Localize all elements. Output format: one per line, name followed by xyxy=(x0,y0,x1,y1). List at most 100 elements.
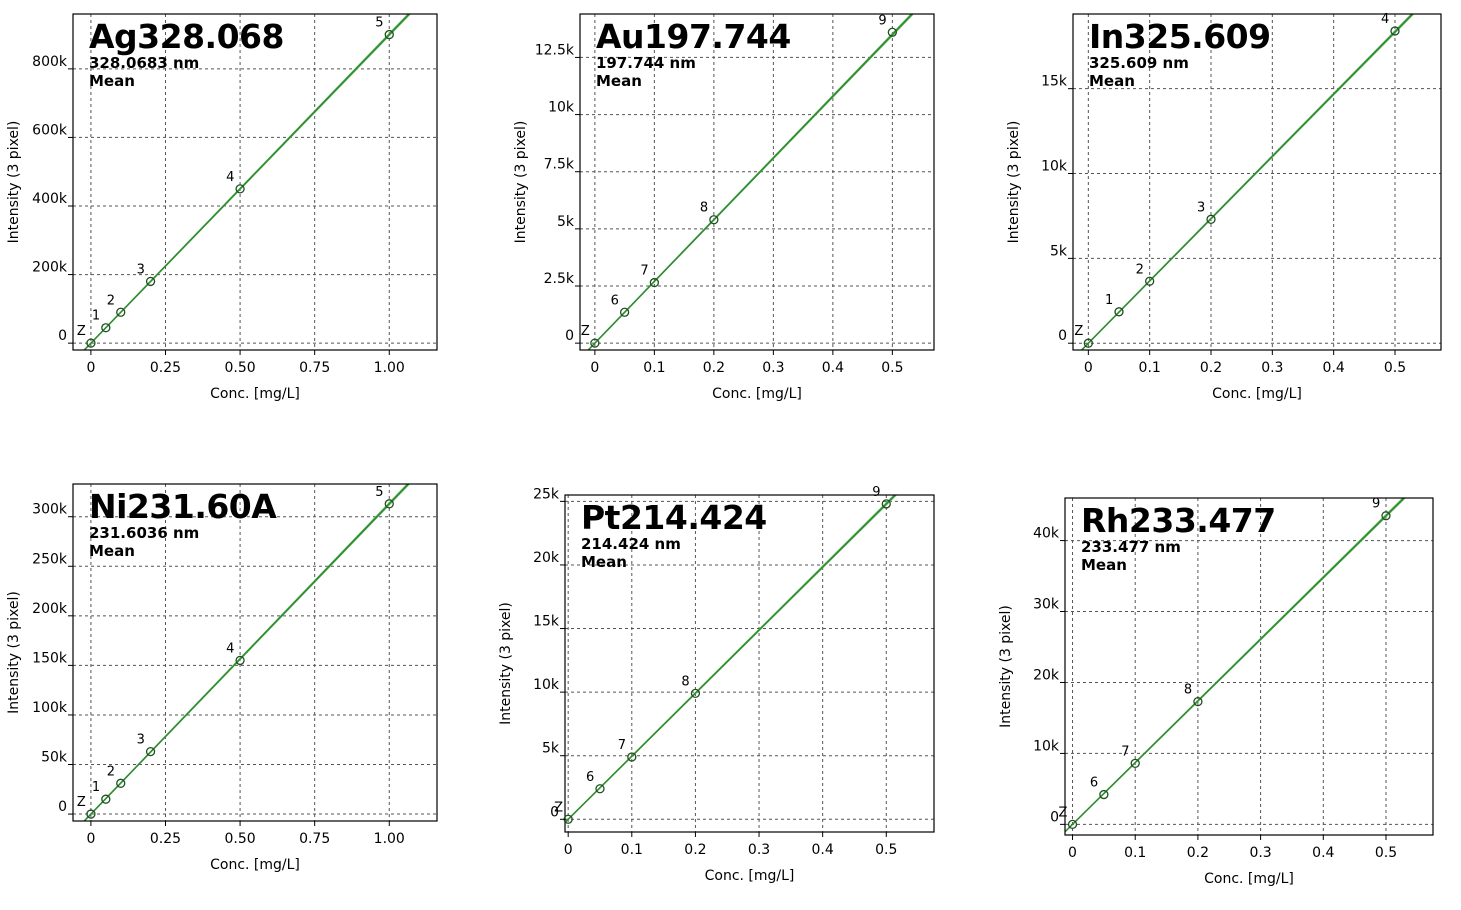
data-point xyxy=(235,655,245,666)
y-tick-label: 200k xyxy=(32,260,68,276)
x-tick-label: 0 xyxy=(564,842,573,858)
y-tick-label: 0 xyxy=(58,799,67,815)
fit-lines xyxy=(587,14,915,350)
y-tick-label: 10k xyxy=(548,100,575,116)
data-point xyxy=(86,809,96,819)
x-tick-labels: 0 0.1 0.2 0.3 0.4 0.5 xyxy=(564,832,897,858)
data-points: Z12 3 4 5 xyxy=(77,485,394,819)
data-point-label: 1 xyxy=(92,309,100,324)
x-tick-label: 0.1 xyxy=(643,360,665,376)
y-tick-label: 30k xyxy=(1033,597,1060,613)
confidence-band-line xyxy=(83,14,409,350)
data-point-label: 6 xyxy=(1090,776,1098,791)
data-point-label: 3 xyxy=(137,262,145,277)
x-tick-labels: 0 0.25 0.50 0.75 1.00 xyxy=(86,350,405,376)
y-tick-label: 150k xyxy=(32,650,68,666)
x-tick-label: 0.4 xyxy=(1323,360,1345,376)
chart-svg: Z12 3 4 5 0 0.25 0.50 0.75 1.00 0 200k 400k 600k 800k… xyxy=(6,13,438,402)
y-tick-label: 300k xyxy=(32,502,68,518)
calibration-fit-line xyxy=(587,14,914,350)
x-axis-label: Conc. [mg/L] xyxy=(210,386,300,402)
grid xyxy=(580,14,934,350)
y-tick-label: 100k xyxy=(32,700,68,716)
data-point xyxy=(101,794,111,804)
calibration-fit-line xyxy=(83,14,411,350)
grid xyxy=(73,484,437,821)
data-points: Z 6 7 8 9 xyxy=(581,13,898,348)
data-point xyxy=(1390,26,1400,36)
data-point xyxy=(1099,789,1109,800)
calibration-fit-line xyxy=(565,495,897,823)
plot-frame xyxy=(72,483,438,822)
x-tick-label: 0.5 xyxy=(1375,845,1397,861)
y-tick-label: 50k xyxy=(41,750,68,766)
y-tick-labels: 0 5k 10k 15k 20k 25k xyxy=(533,486,565,820)
data-point-label: 6 xyxy=(611,293,619,308)
fit-lines xyxy=(83,484,411,821)
data-point-label: 9 xyxy=(872,485,880,500)
plot-frame xyxy=(564,494,935,833)
y-axis-label: Intensity (3 pixel) xyxy=(6,591,22,714)
data-point-label: Z xyxy=(1074,324,1083,339)
x-tick-label: 0.1 xyxy=(1124,845,1146,861)
chart-svg: Z 6 7 8 9 0 0.1 0.2 0.3 0.4 0.5 0 5k 10k 15k 20k 25k Conc… xyxy=(498,485,935,884)
x-tick-label: 0 xyxy=(86,360,95,376)
x-tick-label: 0.75 xyxy=(299,831,330,847)
data-point-label: 3 xyxy=(137,733,145,748)
y-tick-label: 15k xyxy=(1041,74,1068,90)
x-tick-label: 1.00 xyxy=(374,831,405,847)
data-point-label: 7 xyxy=(1121,744,1129,759)
x-tick-label: 0.3 xyxy=(1249,845,1271,861)
confidence-band-line xyxy=(587,14,915,350)
data-point-label: 1 xyxy=(92,780,100,795)
data-point xyxy=(145,276,156,287)
grid xyxy=(1073,14,1441,350)
y-tick-label: 25k xyxy=(533,486,560,502)
plot-frame xyxy=(579,13,935,351)
fit-lines xyxy=(83,14,412,350)
data-point xyxy=(86,338,96,348)
data-point-label: 1 xyxy=(1105,293,1113,308)
x-tick-label: 0 xyxy=(1084,360,1093,376)
x-axis-label: Conc. [mg/L] xyxy=(210,857,300,873)
x-tick-label: 0.25 xyxy=(150,831,181,847)
x-tick-label: 0 xyxy=(1068,845,1077,861)
y-tick-label: 0 xyxy=(1058,328,1067,344)
data-point-label: 7 xyxy=(618,738,626,753)
y-tick-label: 5k xyxy=(542,741,560,757)
calibration-fit-line xyxy=(1065,498,1406,833)
data-point xyxy=(116,778,126,788)
x-tick-label: 0 xyxy=(590,360,599,376)
y-tick-labels: 0 10k 20k 30k 40k xyxy=(1033,526,1065,825)
y-tick-label: 15k xyxy=(533,614,560,630)
data-point-label: 8 xyxy=(681,674,689,689)
confidence-band-line xyxy=(83,14,412,350)
data-points: Z12 3 4 5 xyxy=(77,16,394,348)
data-point xyxy=(145,746,156,757)
chart-svg: Z12 3 4 5 0 0.25 0.50 0.75 1.00 0 50k 100k 150k 200k 2… xyxy=(6,483,438,873)
grid xyxy=(1065,498,1433,835)
data-point xyxy=(649,277,660,288)
data-point-label: 2 xyxy=(107,764,115,779)
data-point xyxy=(1145,276,1155,286)
x-tick-labels: 0 0.1 0.2 0.3 0.4 0.5 xyxy=(1084,350,1406,376)
y-axis-label: Intensity (3 pixel) xyxy=(513,121,529,244)
data-point xyxy=(1381,511,1391,521)
x-axis-label: Conc. [mg/L] xyxy=(712,386,802,402)
confidence-band-line xyxy=(1080,14,1413,350)
x-tick-label: 0.3 xyxy=(1261,360,1283,376)
data-point-label: Z xyxy=(581,324,590,339)
x-tick-label: 0.5 xyxy=(881,360,903,376)
x-tick-label: 0.4 xyxy=(812,842,834,858)
fit-lines xyxy=(565,495,898,824)
x-tick-label: 0.4 xyxy=(822,360,844,376)
y-tick-label: 5k xyxy=(557,214,575,230)
data-point-label: 2 xyxy=(107,293,115,308)
chart-svg: Z 6 7 8 9 0 0.1 0.2 0.3 0.4 0.5 0 2.5k 5k 7.5k 10k 12.5k… xyxy=(513,13,935,402)
data-point-label: 5 xyxy=(375,16,383,31)
x-axis-label: Conc. [mg/L] xyxy=(1212,386,1302,402)
chart-ag: Z 1 2 3 4 5 0 0.25 0.50 0.75 1.00 0 200k 400k 600k 800k… xyxy=(0,0,487,420)
x-tick-label: 0.2 xyxy=(703,360,725,376)
y-tick-label: 2.5k xyxy=(544,271,575,287)
x-tick-label: 0.25 xyxy=(150,360,181,376)
